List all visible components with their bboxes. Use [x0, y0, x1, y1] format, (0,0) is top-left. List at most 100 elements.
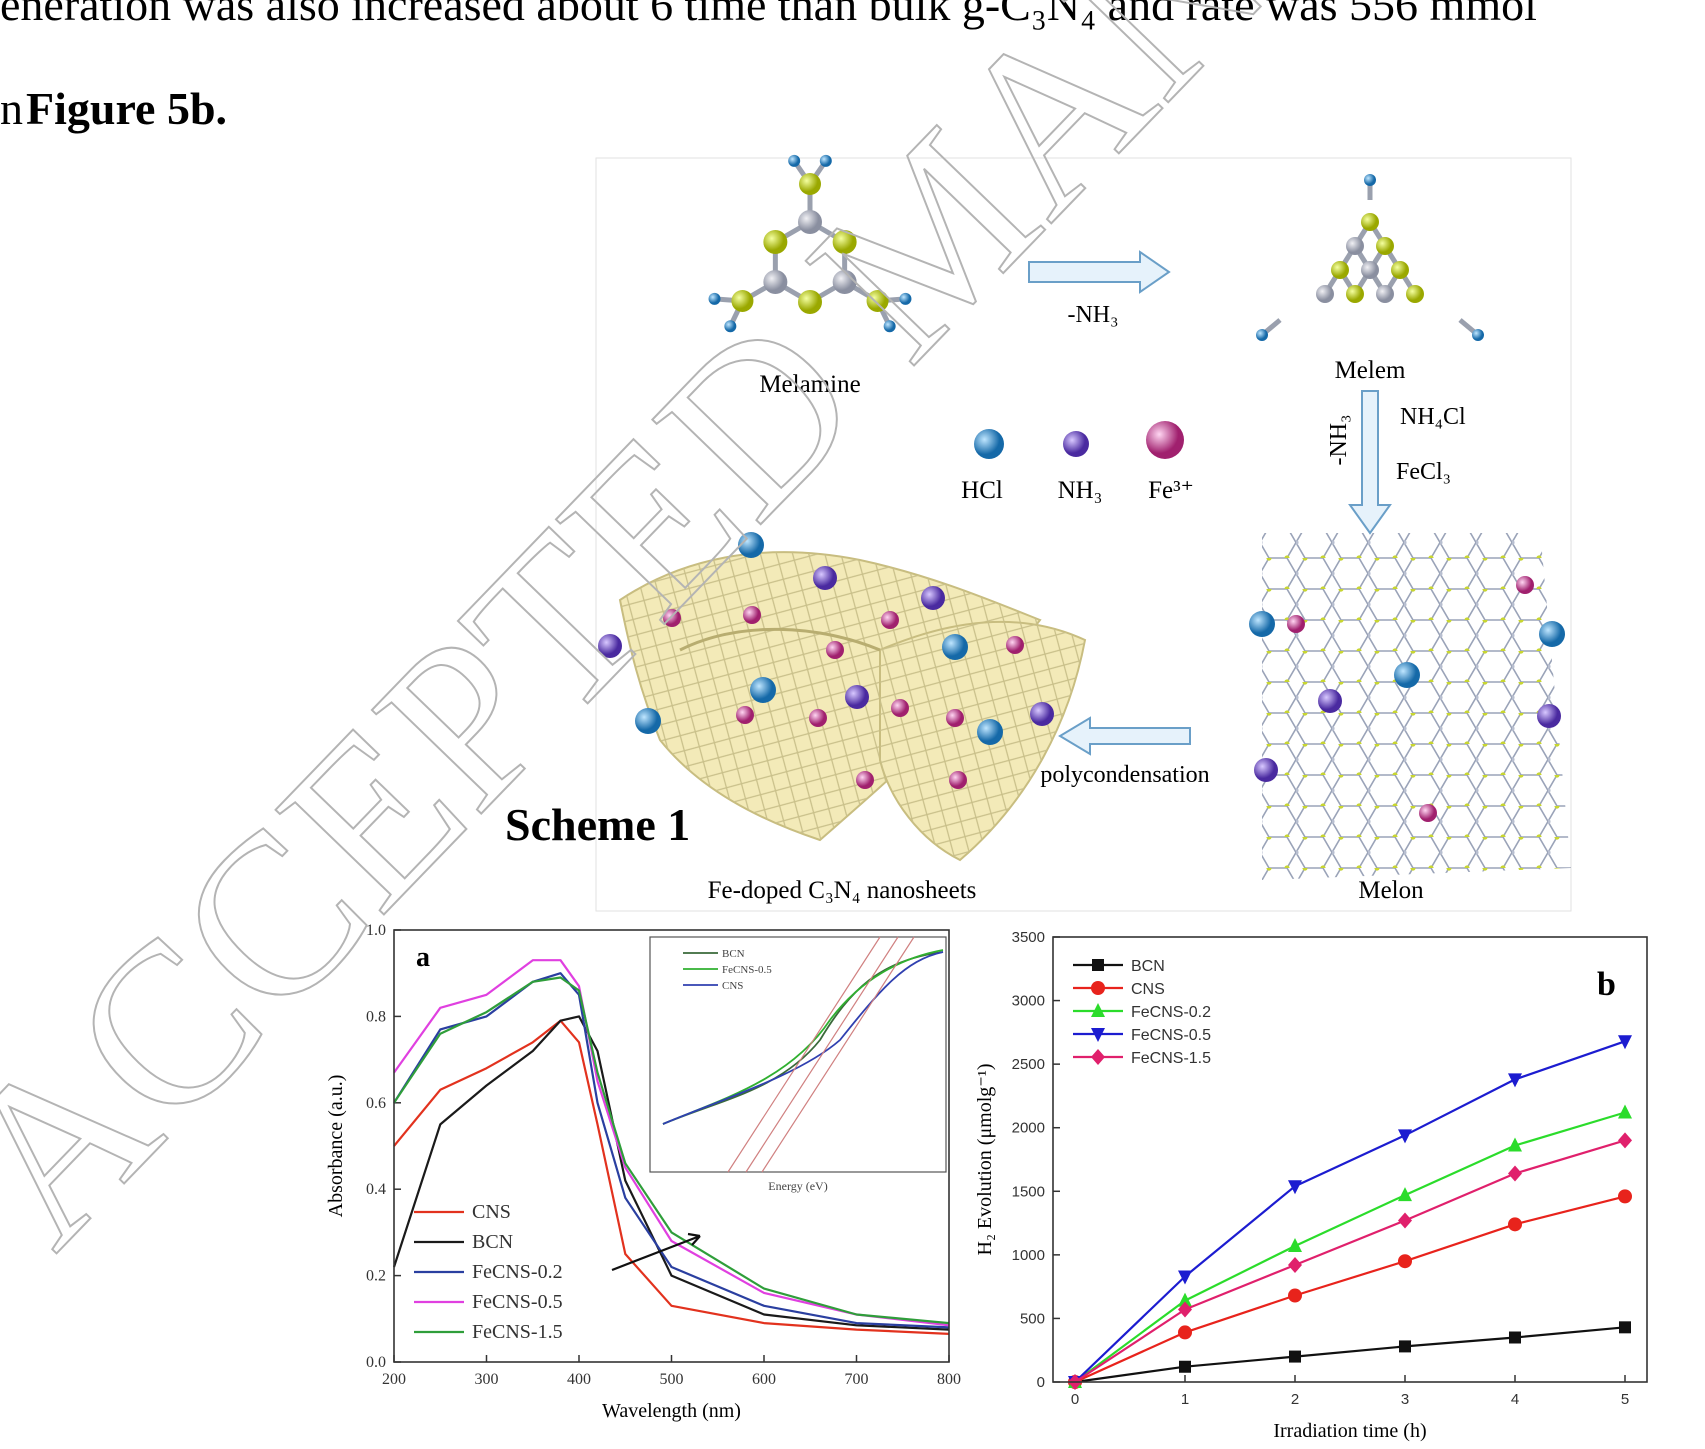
- atom: [921, 586, 945, 610]
- series-line: [393, 972, 950, 1329]
- x-tick-label: 200: [382, 1371, 406, 1388]
- figure-reference: Figure 5b.: [26, 83, 227, 134]
- atom: [763, 270, 788, 294]
- atom: [1146, 421, 1184, 459]
- inset-fit-line: [745, 936, 899, 1173]
- scheme-label: FeCl₃: [1396, 459, 1451, 485]
- legend-label: FeCNS-0.2: [1131, 1004, 1211, 1021]
- x-tick-label: 500: [660, 1371, 684, 1388]
- series-line: [1074, 1195, 1626, 1384]
- scheme-label: NH₃: [1058, 477, 1103, 504]
- atom: [1364, 174, 1376, 186]
- legend-label: FeCNS-0.5: [1131, 1027, 1211, 1044]
- y-axis-title: H₂ Evolution (μmolg⁻¹): [974, 1063, 996, 1255]
- marker: [1618, 1104, 1632, 1119]
- atom: [738, 532, 764, 558]
- atom: [1346, 285, 1364, 303]
- scheme-label: polycondensation: [1040, 762, 1209, 788]
- panel-label: a: [416, 942, 430, 973]
- atom: [1537, 704, 1561, 728]
- x-axis-title: Irradiation time (h): [1273, 1420, 1426, 1442]
- atom: [819, 154, 832, 167]
- atom: [1063, 431, 1089, 457]
- atom: [798, 290, 822, 314]
- atom: [974, 429, 1004, 459]
- marker: [1091, 981, 1105, 995]
- marker: [1288, 1288, 1302, 1303]
- legend-label: BCN: [1131, 958, 1165, 975]
- x-tick-label: 3: [1401, 1391, 1409, 1408]
- atom: [809, 709, 827, 727]
- y-tick-label: 0.4: [366, 1181, 386, 1198]
- atom: [899, 292, 912, 305]
- atom: [845, 685, 869, 709]
- y-tick-label: 1500: [1012, 1183, 1045, 1200]
- series-line: [393, 976, 950, 1325]
- atom: [866, 290, 889, 312]
- atom: [1472, 329, 1484, 341]
- nanosheet-fold: [679, 627, 881, 652]
- x-axis-title: Wavelength (nm): [602, 1400, 741, 1422]
- atom: [946, 709, 964, 727]
- legend-label: FeCNS-1.5: [1131, 1050, 1211, 1067]
- marker: [1508, 1137, 1522, 1152]
- x-tick-label: 300: [475, 1371, 499, 1388]
- x-tick-label: 400: [567, 1371, 591, 1388]
- atom: [832, 270, 857, 294]
- x-tick-label: 5: [1621, 1391, 1629, 1408]
- marker: [1398, 1254, 1412, 1269]
- atom: [1361, 213, 1379, 231]
- inset-x-title: Energy (eV): [768, 1179, 827, 1193]
- nanosheet-texture: [620, 552, 1040, 840]
- atom: [750, 677, 776, 703]
- arrow: [1028, 250, 1171, 294]
- atom: [1287, 615, 1305, 633]
- atom: [883, 320, 896, 333]
- atom: [1539, 621, 1565, 647]
- atom: [1006, 636, 1024, 654]
- y-tick-label: 0.2: [366, 1268, 386, 1285]
- y-tick-label: 2000: [1012, 1120, 1045, 1137]
- arrow: [1348, 390, 1392, 535]
- marker: [1618, 1035, 1632, 1050]
- marker: [1178, 1270, 1192, 1285]
- atom: [949, 771, 967, 789]
- atom: [708, 292, 721, 305]
- scheme-label: Fe³⁺: [1148, 477, 1194, 504]
- inset-fit-line: [761, 936, 915, 1173]
- panel-label: b: [1597, 966, 1616, 1003]
- chart: 0 500 1000 1500 2000 2500 3000 3500 0 1 2 3 4 5 BCN CNS…: [974, 929, 1648, 1442]
- legend-label: CNS: [1131, 981, 1165, 998]
- atom: [724, 320, 737, 333]
- scheme-label: Melamine: [759, 371, 860, 398]
- atom: [1394, 662, 1420, 688]
- atom: [856, 771, 874, 789]
- y-tick-label: 0: [1037, 1374, 1045, 1391]
- atom: [1316, 285, 1334, 303]
- body-text-line: eneration was also increased about 6 tim…: [0, 0, 1537, 30]
- atom: [1391, 261, 1409, 279]
- inset-legend-label: BCN: [722, 948, 745, 960]
- inset-curve: [662, 951, 944, 1125]
- y-tick-label: 0.8: [366, 1008, 386, 1025]
- scheme-label: Melem: [1335, 357, 1406, 384]
- marker: [1398, 1187, 1412, 1202]
- atom: [788, 154, 801, 167]
- atom: [891, 699, 909, 717]
- atom: [763, 230, 788, 254]
- inset-legend-label: FeCNS-0.5: [722, 964, 772, 976]
- chart: 0.0 0.2 0.4 0.6 0.8 1.0 200 300 400 500 600 700 800 C…: [325, 922, 961, 1422]
- body-text-lead: n: [0, 83, 23, 134]
- series-line: [393, 1019, 950, 1335]
- atom: [1376, 237, 1394, 255]
- marker: [1288, 1237, 1302, 1252]
- scheme-label: -NH₃: [1067, 302, 1118, 328]
- molecules: [598, 154, 1565, 822]
- scheme-label: NH₄Cl: [1400, 404, 1466, 430]
- legend-label: FeCNS-1.5: [472, 1321, 563, 1343]
- atom: [1249, 611, 1275, 637]
- series-line: [1074, 1139, 1626, 1383]
- scheme-label: HCl: [961, 477, 1003, 504]
- atom: [663, 609, 681, 627]
- inset-fit-line: [727, 936, 881, 1173]
